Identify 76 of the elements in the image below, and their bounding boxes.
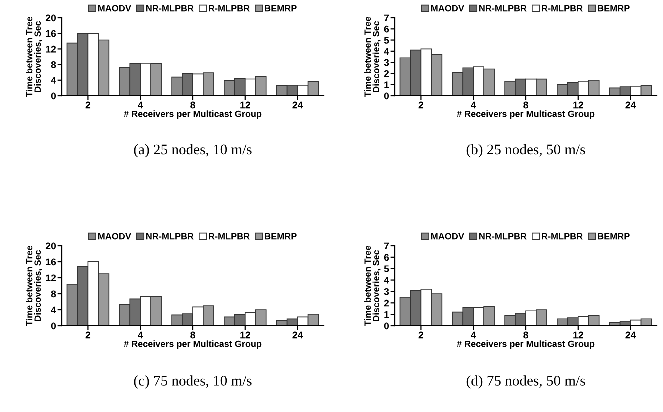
y-axis-title: Time between Tree Discoveries, Sec xyxy=(364,246,381,326)
y-tick-label: 0 xyxy=(51,92,56,100)
x-tick-label: 4 xyxy=(471,102,476,109)
y-tick-label: 20 xyxy=(46,242,56,250)
y-tick-label: 0 xyxy=(384,322,390,330)
text: (c) 75 nodes, 10 m/s xyxy=(134,376,252,389)
legend-label: NR-MLPBR xyxy=(146,5,194,12)
legend-label: BEMRP xyxy=(598,5,630,12)
legend-label: MAODV xyxy=(431,233,464,240)
x-tick-label: 12 xyxy=(574,332,584,339)
legend-label: BEMRP xyxy=(598,233,630,240)
y-tick-label: 0 xyxy=(51,322,56,330)
legend-label: MAODV xyxy=(431,5,464,12)
x-tick-label: 12 xyxy=(574,102,584,109)
y-tick-label: 1 xyxy=(384,82,390,88)
y-tick-label: 3 xyxy=(384,288,390,296)
x-tick-label: 2 xyxy=(86,332,91,339)
y-tick-label: 2 xyxy=(384,70,390,78)
x-axis-title: # Receivers per Multicast Group xyxy=(124,340,262,350)
y-tick-label: 6 xyxy=(384,254,390,262)
y-tick-label: 4 xyxy=(51,306,56,314)
x-tick-label: 2 xyxy=(418,332,424,339)
legend-label: R-MLPBR xyxy=(542,233,583,240)
legend-label: R-MLPBR xyxy=(542,5,583,12)
x-tick-label: 4 xyxy=(138,102,144,109)
y-tick-label: 4 xyxy=(384,48,390,55)
legend-label: R-MLPBR xyxy=(209,233,250,240)
legend-label: NR-MLPBR xyxy=(146,233,194,240)
y-tick-label: 1 xyxy=(384,311,390,318)
x-tick-label: 24 xyxy=(292,332,304,339)
x-tick-label: 8 xyxy=(524,102,528,109)
y-tick-label: 8 xyxy=(51,290,56,298)
text: (a) 25 nodes, 10 m/s xyxy=(134,144,252,158)
legend-label: NR-MLPBR xyxy=(480,5,527,12)
text: (d) 75 nodes, 50 m/s xyxy=(466,376,586,389)
y-tick-label: 4 xyxy=(51,77,56,84)
x-tick-label: 2 xyxy=(86,102,91,109)
y-tick-label: 2 xyxy=(384,300,390,307)
x-tick-label: 8 xyxy=(190,332,196,339)
x-axis-title: # Receivers per Multicast Group xyxy=(124,110,262,120)
y-axis-title: Time between Tree Discoveries, Sec xyxy=(26,246,42,326)
y-tick-label: 20 xyxy=(46,14,56,22)
y-tick-label: 12 xyxy=(46,46,56,53)
x-tick-label: 2 xyxy=(418,102,424,109)
legend-label: NR-MLPBR xyxy=(480,233,527,240)
x-tick-label: 24 xyxy=(292,102,304,109)
legend-label: BEMRP xyxy=(265,233,297,240)
legend-label: MAODV xyxy=(98,233,132,240)
x-tick-label: 24 xyxy=(626,102,636,109)
y-tick-label: 8 xyxy=(51,62,56,68)
y-tick-label: 6 xyxy=(384,26,390,33)
x-tick-label: 8 xyxy=(190,102,196,109)
x-tick-label: 8 xyxy=(524,332,528,339)
x-tick-label: 12 xyxy=(240,332,250,339)
legend-label: R-MLPBR xyxy=(209,5,250,12)
y-axis-title: Time between Tree Discoveries, Sec xyxy=(364,16,381,98)
y-tick-label: 0 xyxy=(384,92,390,100)
x-tick-label: 4 xyxy=(138,332,144,339)
y-axis-title: Time between Tree Discoveries, Sec xyxy=(26,16,42,98)
y-tick-label: 12 xyxy=(46,274,56,282)
y-tick-label: 4 xyxy=(384,277,390,284)
y-tick-label: 7 xyxy=(384,14,390,22)
x-axis-title: # Receivers per Multicast Group xyxy=(457,110,595,120)
y-tick-label: 16 xyxy=(46,30,56,38)
legend-label: BEMRP xyxy=(265,5,297,12)
legend-label: MAODV xyxy=(98,5,132,12)
text: (b) 25 nodes, 50 m/s xyxy=(466,144,586,158)
y-tick-label: 7 xyxy=(384,242,390,250)
x-axis-title: # Receivers per Multicast Group xyxy=(457,340,595,350)
x-tick-label: 4 xyxy=(471,332,476,339)
x-tick-label: 24 xyxy=(626,332,636,339)
y-tick-label: 3 xyxy=(384,59,390,66)
y-tick-label: 5 xyxy=(384,266,390,272)
y-tick-label: 16 xyxy=(46,258,56,266)
x-tick-label: 12 xyxy=(240,102,250,109)
y-tick-label: 5 xyxy=(384,37,390,44)
